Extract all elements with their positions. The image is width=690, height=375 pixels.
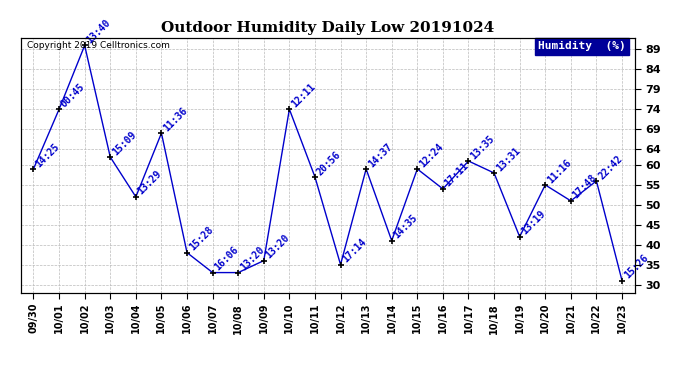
Text: 17:14: 17:14 — [341, 237, 368, 265]
Text: 00:45: 00:45 — [59, 81, 87, 109]
Text: 14:35: 14:35 — [392, 213, 420, 241]
Text: 16:06: 16:06 — [213, 245, 240, 273]
Text: 15:28: 15:28 — [187, 225, 215, 253]
Text: 17:11: 17:11 — [443, 161, 471, 189]
Text: 13:29: 13:29 — [136, 169, 164, 197]
Text: 11:36: 11:36 — [161, 105, 189, 133]
Text: 20:56: 20:56 — [315, 149, 343, 177]
Text: Copyright 2019 Celltronics.com: Copyright 2019 Celltronics.com — [27, 41, 170, 50]
Text: 14:37: 14:37 — [366, 141, 394, 169]
Text: 12:24: 12:24 — [417, 141, 445, 169]
Text: 15:09: 15:09 — [110, 129, 138, 157]
Text: 13:19: 13:19 — [520, 209, 547, 237]
Text: 13:40: 13:40 — [85, 18, 112, 45]
Text: 17:48: 17:48 — [571, 173, 599, 201]
Text: 12:11: 12:11 — [289, 81, 317, 109]
Text: 13:20: 13:20 — [238, 245, 266, 273]
Text: 22:42: 22:42 — [596, 153, 624, 181]
Text: 13:31: 13:31 — [494, 145, 522, 173]
Title: Outdoor Humidity Daily Low 20191024: Outdoor Humidity Daily Low 20191024 — [161, 21, 494, 35]
Text: 15:26: 15:26 — [622, 253, 650, 280]
Text: 11:16: 11:16 — [545, 157, 573, 185]
Text: 13:20: 13:20 — [264, 233, 292, 261]
Text: 14:25: 14:25 — [34, 141, 61, 169]
Text: 13:35: 13:35 — [469, 133, 496, 161]
Text: Humidity  (%): Humidity (%) — [538, 41, 626, 51]
